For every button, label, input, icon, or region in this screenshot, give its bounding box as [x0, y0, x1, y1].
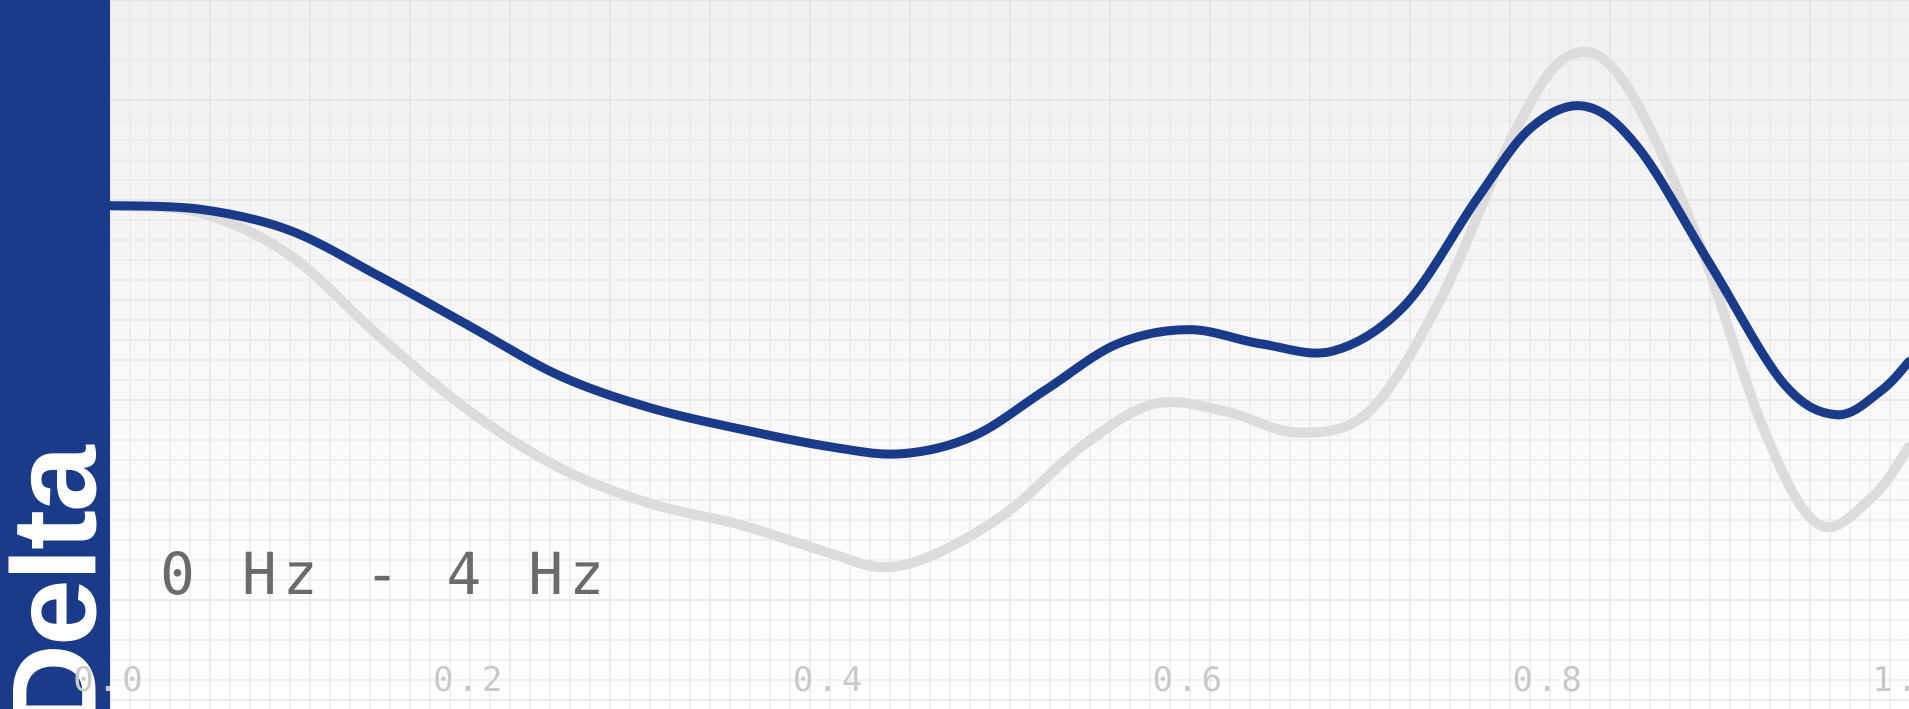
brainwave-chart: Delta 0 Hz - 4 Hz 0.0 0.2 0.4 0.6 0.8 1.0 — [0, 0, 1909, 709]
waveform-plot: 0 Hz - 4 Hz 0.00.20.40.60.81.0 — [110, 0, 1909, 709]
wave-band-sidebar: Delta — [0, 0, 110, 709]
x-tick: 1.0 — [1872, 660, 1909, 700]
x-tick: 0.2 — [433, 660, 506, 700]
x-tick: 0.8 — [1512, 660, 1585, 700]
x-tick: 0.6 — [1153, 660, 1226, 700]
x-tick: 0.0 — [73, 660, 146, 700]
frequency-range-label: 0 Hz - 4 Hz — [160, 540, 610, 608]
x-tick: 0.4 — [793, 660, 866, 700]
